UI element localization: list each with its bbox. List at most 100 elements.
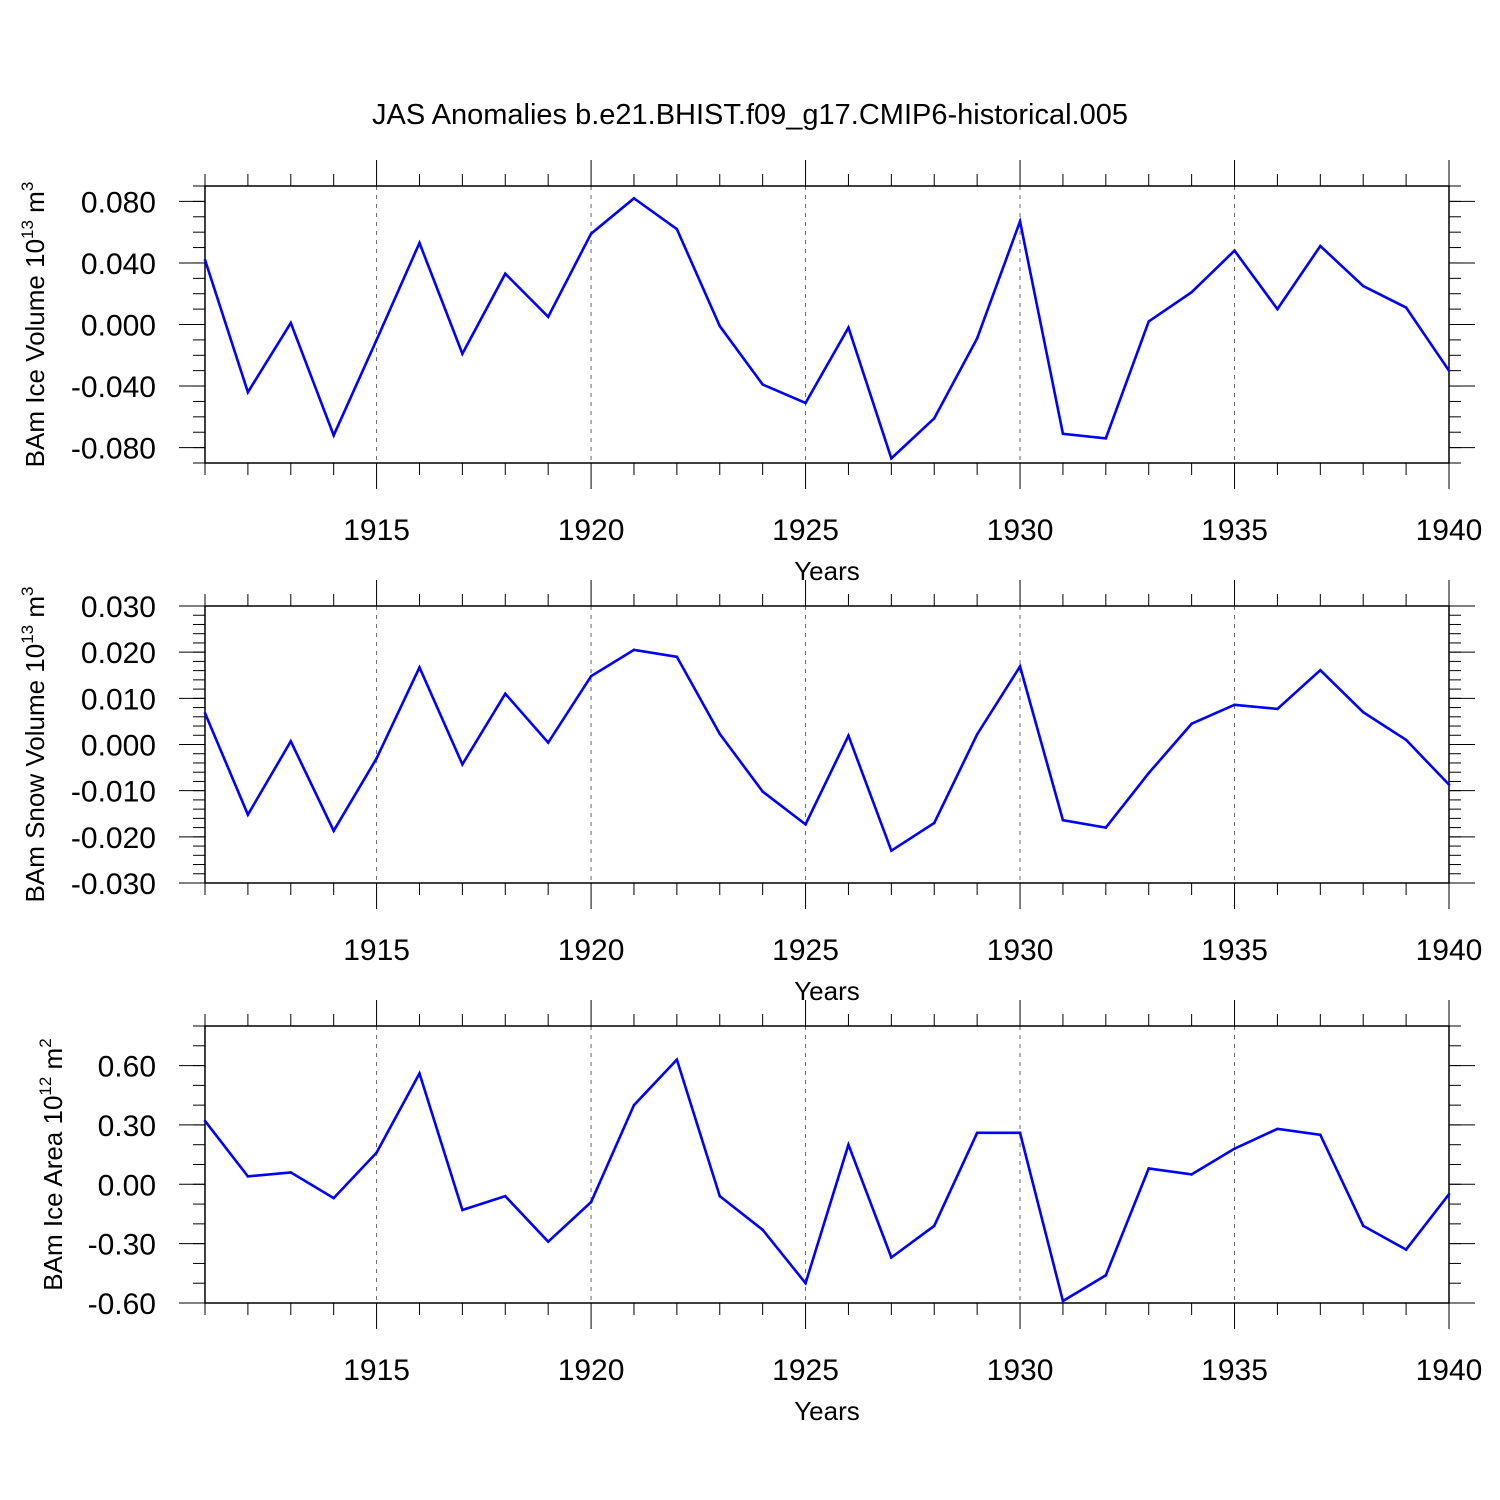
- x-axis-label: Years: [794, 556, 860, 586]
- data-point: [1233, 1147, 1236, 1150]
- x-tick-label: 1935: [1201, 1354, 1268, 1387]
- data-point: [1319, 1133, 1322, 1137]
- x-tick-label: 1930: [987, 1354, 1054, 1387]
- data-point: [847, 326, 850, 329]
- data-point: [418, 1072, 421, 1075]
- data-point: [1447, 369, 1451, 372]
- data-point: [332, 1196, 335, 1200]
- data-point: [718, 732, 722, 736]
- data-point: [761, 383, 764, 386]
- data-point: [1061, 432, 1065, 436]
- x-tick-label: 1920: [558, 1354, 625, 1387]
- data-point: [975, 337, 979, 340]
- data-point: [375, 1151, 378, 1154]
- data-point: [546, 315, 550, 319]
- plot-frame: [204, 1025, 1450, 1304]
- chart-panel-snow-volume: 0.030 0.020 0.010 0.000 -0.010 -0.020 -0.030 19…: [18, 580, 1482, 1006]
- y-tick-label: -0.010: [71, 776, 156, 809]
- data-point: [847, 734, 850, 738]
- y-axis-label-unit-exponent: 3: [18, 587, 37, 596]
- data-point: [246, 1175, 250, 1178]
- y-axis-label: BAm Ice Volume 1013 m3: [18, 182, 50, 468]
- data-point: [418, 666, 421, 669]
- data-point: [1276, 707, 1279, 711]
- y-tick-label: -0.30: [88, 1229, 156, 1262]
- x-tick-label: 1920: [558, 514, 625, 547]
- y-axis-label-prefix: BAm Ice Volume 10: [20, 239, 50, 467]
- data-point: [246, 390, 250, 394]
- data-point: [461, 352, 464, 356]
- data-point: [418, 241, 421, 245]
- y-axis-label-prefix: BAm Ice Area 10: [38, 1096, 68, 1291]
- data-point: [203, 258, 207, 262]
- data-point: [203, 711, 207, 715]
- y-axis-label-unit: m: [20, 191, 50, 220]
- series-line: [203, 648, 1450, 853]
- data-point: [1061, 818, 1065, 822]
- data-point: [503, 1194, 507, 1198]
- x-tick-label: 1940: [1416, 514, 1483, 547]
- data-point: [804, 1281, 807, 1285]
- y-tick-label: -0.040: [71, 371, 156, 404]
- data-point: [718, 1194, 722, 1198]
- data-point: [546, 1240, 550, 1243]
- data-point: [589, 674, 593, 678]
- y-tick-label: 0.000: [81, 310, 156, 343]
- data-point: [932, 1224, 936, 1228]
- y-axis-label-unit-exponent: 3: [18, 182, 37, 191]
- series-line: [203, 196, 1451, 461]
- data-point: [1104, 826, 1108, 829]
- data-point: [1404, 738, 1408, 742]
- data-point: [503, 692, 507, 696]
- x-tick-label: 1915: [343, 1354, 410, 1387]
- data-point: [246, 813, 250, 816]
- data-point: [1319, 668, 1322, 672]
- data-point: [975, 1131, 979, 1135]
- x-tick-label: 1915: [343, 934, 410, 967]
- data-point: [804, 823, 807, 826]
- data-point: [975, 733, 979, 736]
- y-tick-label: -0.030: [71, 868, 156, 901]
- y-axis-label-exponent: 13: [18, 625, 37, 644]
- data-point: [289, 739, 293, 743]
- data-point: [1404, 1248, 1408, 1251]
- data-point: [546, 741, 550, 744]
- data-point: [1361, 1224, 1365, 1228]
- plot-frame: [204, 605, 1450, 884]
- y-axis-label: BAm Snow Volume 1013 m3: [18, 587, 50, 903]
- data-point: [589, 1200, 593, 1204]
- data-point: [375, 757, 378, 760]
- data-point: [932, 821, 936, 825]
- figure-title: JAS Anomalies b.e21.BHIST.f09_g17.CMIP6-…: [372, 99, 1128, 131]
- data-point: [1447, 1192, 1451, 1196]
- y-tick-label: 0.00: [98, 1169, 156, 1202]
- y-axis-label-prefix: BAm Snow Volume 10: [20, 644, 50, 903]
- y-tick-label: 0.020: [81, 637, 156, 670]
- data-point: [632, 1103, 636, 1107]
- data-point: [461, 763, 464, 766]
- data-point: [675, 227, 679, 231]
- y-tick-label: 0.030: [81, 591, 156, 624]
- y-tick-label: 0.040: [81, 248, 156, 281]
- y-axis-label-unit-exponent: 2: [36, 1038, 55, 1047]
- data-point: [1404, 306, 1408, 309]
- data-point: [289, 1171, 293, 1174]
- y-axis-label-unit: m: [38, 1048, 68, 1077]
- data-point: [1190, 1173, 1193, 1176]
- data-point: [1190, 722, 1193, 726]
- chart-panel-ice-volume: 0.080 0.040 0.000 -0.040 -0.080 1915 1920 1925 1…: [18, 160, 1482, 586]
- y-tick-label: -0.020: [71, 822, 156, 855]
- data-point: [675, 655, 679, 659]
- data-point: [461, 1208, 464, 1212]
- x-tick-label: 1925: [772, 934, 839, 967]
- x-tick-label: 1940: [1416, 934, 1483, 967]
- x-axis-label: Years: [794, 976, 860, 1006]
- data-point: [1233, 703, 1236, 707]
- data-point: [503, 272, 507, 276]
- y-tick-label: 0.000: [81, 730, 156, 763]
- data-point: [1147, 320, 1151, 323]
- data-point: [1018, 665, 1022, 668]
- x-tick-label: 1925: [772, 1354, 839, 1387]
- x-tick-label: 1920: [558, 934, 625, 967]
